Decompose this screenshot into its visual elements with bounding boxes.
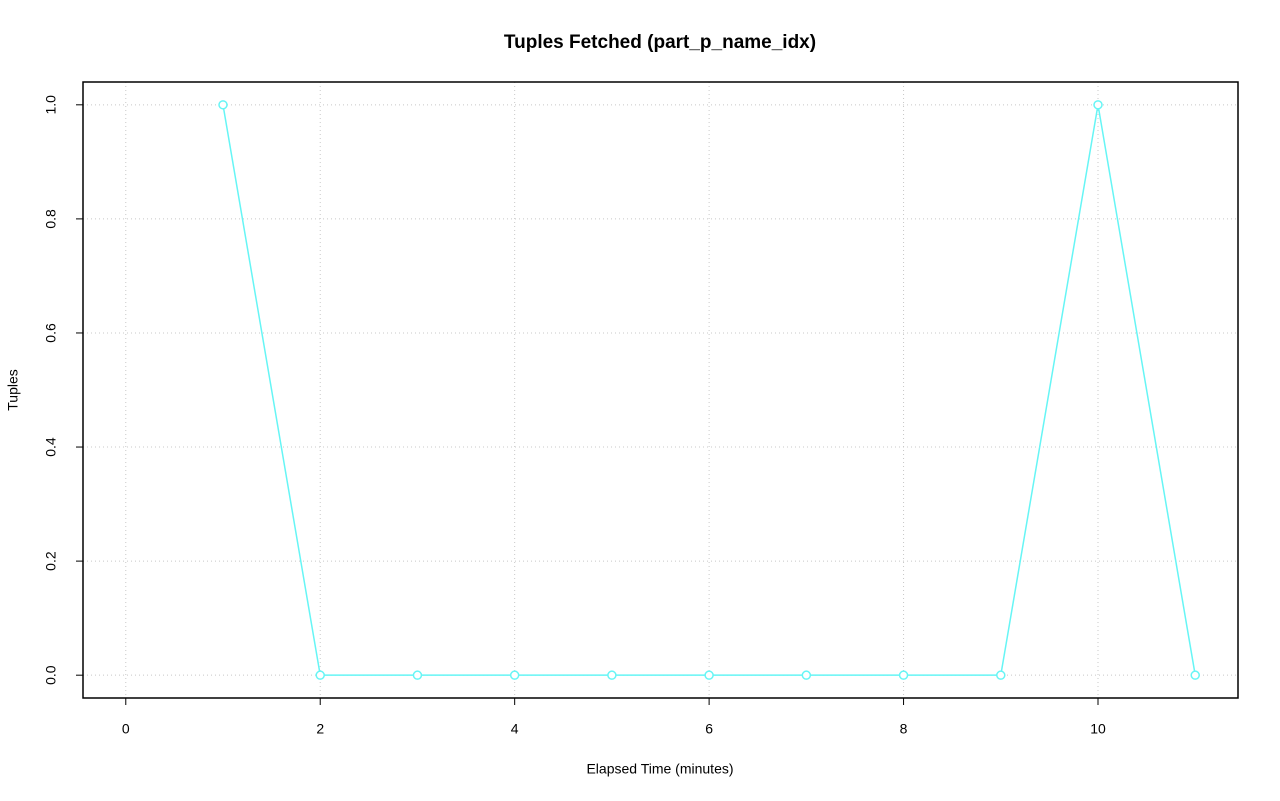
data-point [1093, 100, 1103, 110]
y-tick-label: 0.0 [43, 665, 59, 685]
plot-frame [82, 81, 1239, 699]
data-point [412, 670, 423, 680]
x-tick-label: 6 [705, 721, 713, 737]
chart-title: Tuples Fetched (part_p_name_idx) [504, 32, 816, 53]
x-tick-label: 8 [900, 721, 908, 737]
data-point [509, 670, 520, 680]
x-tick-label: 4 [511, 721, 519, 737]
x-tick-label: 2 [316, 721, 324, 737]
data-point [898, 670, 909, 680]
y-tick-label: 0.6 [43, 323, 59, 343]
y-tick-label: 0.8 [43, 209, 59, 229]
x-tick-label: 10 [1090, 721, 1106, 737]
data-point [607, 670, 617, 680]
y-tick-label: 0.2 [43, 551, 59, 571]
data-point [1190, 670, 1200, 680]
data-point [704, 670, 714, 680]
data-point [218, 100, 228, 110]
y-axis-label: Tuples [5, 369, 21, 411]
data-point [801, 670, 812, 680]
data-point [996, 670, 1006, 680]
x-axis-label: Elapsed Time (minutes) [586, 761, 733, 777]
y-tick-label: 0.4 [43, 437, 59, 457]
x-tick-label: 0 [122, 721, 130, 737]
y-tick-label: 1.0 [43, 95, 59, 115]
data-point [315, 670, 325, 680]
